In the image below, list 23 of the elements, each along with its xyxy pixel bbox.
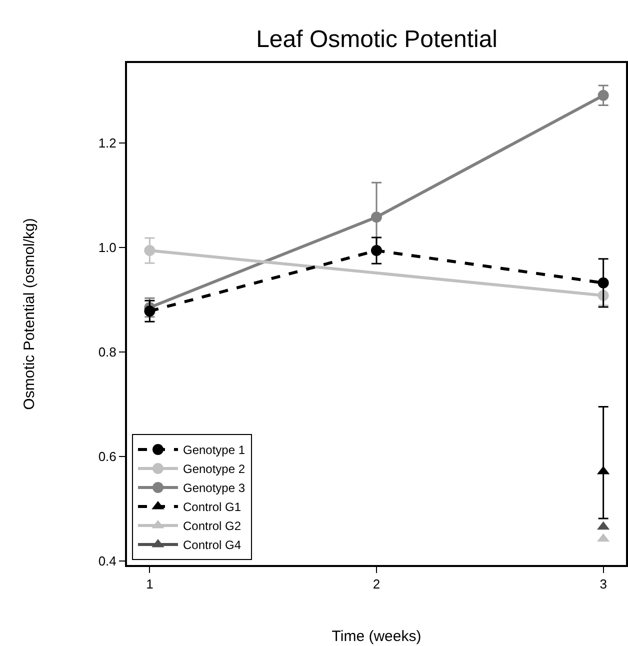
y-tick-label: 1.2 xyxy=(98,135,116,150)
legend-label: Control G2 xyxy=(182,519,242,534)
x-tick-label: 2 xyxy=(372,576,380,592)
point xyxy=(598,90,609,101)
legend-label: Control G4 xyxy=(182,538,242,552)
y-tick-label: 0.8 xyxy=(98,344,116,360)
y-axis-title: Osmotic Potential (osmol/kg) xyxy=(21,218,38,410)
legend-label: Genotype 2 xyxy=(182,462,246,476)
point xyxy=(144,306,156,317)
chart-title: Leaf Osmotic Potential xyxy=(256,26,498,54)
y-tick-label: 0.6 xyxy=(98,448,116,464)
point xyxy=(598,277,609,288)
point xyxy=(144,245,156,256)
x-tick-label: 3 xyxy=(600,576,607,592)
y-tick-label: 0.4 xyxy=(98,553,116,568)
legend-label: Genotype 1 xyxy=(182,443,246,458)
point xyxy=(371,245,382,256)
legend-label: Control G1 xyxy=(182,500,242,514)
point xyxy=(371,212,382,223)
x-axis-title: Time (weeks) xyxy=(332,628,422,646)
y-tick-label: 1.0 xyxy=(98,240,116,255)
legend-label: Genotype 3 xyxy=(182,481,246,496)
x-tick-label: 1 xyxy=(146,576,154,592)
